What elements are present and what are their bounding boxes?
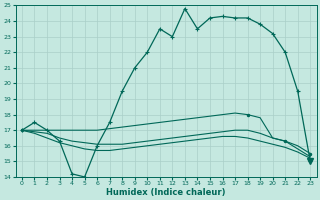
- X-axis label: Humidex (Indice chaleur): Humidex (Indice chaleur): [106, 188, 226, 197]
